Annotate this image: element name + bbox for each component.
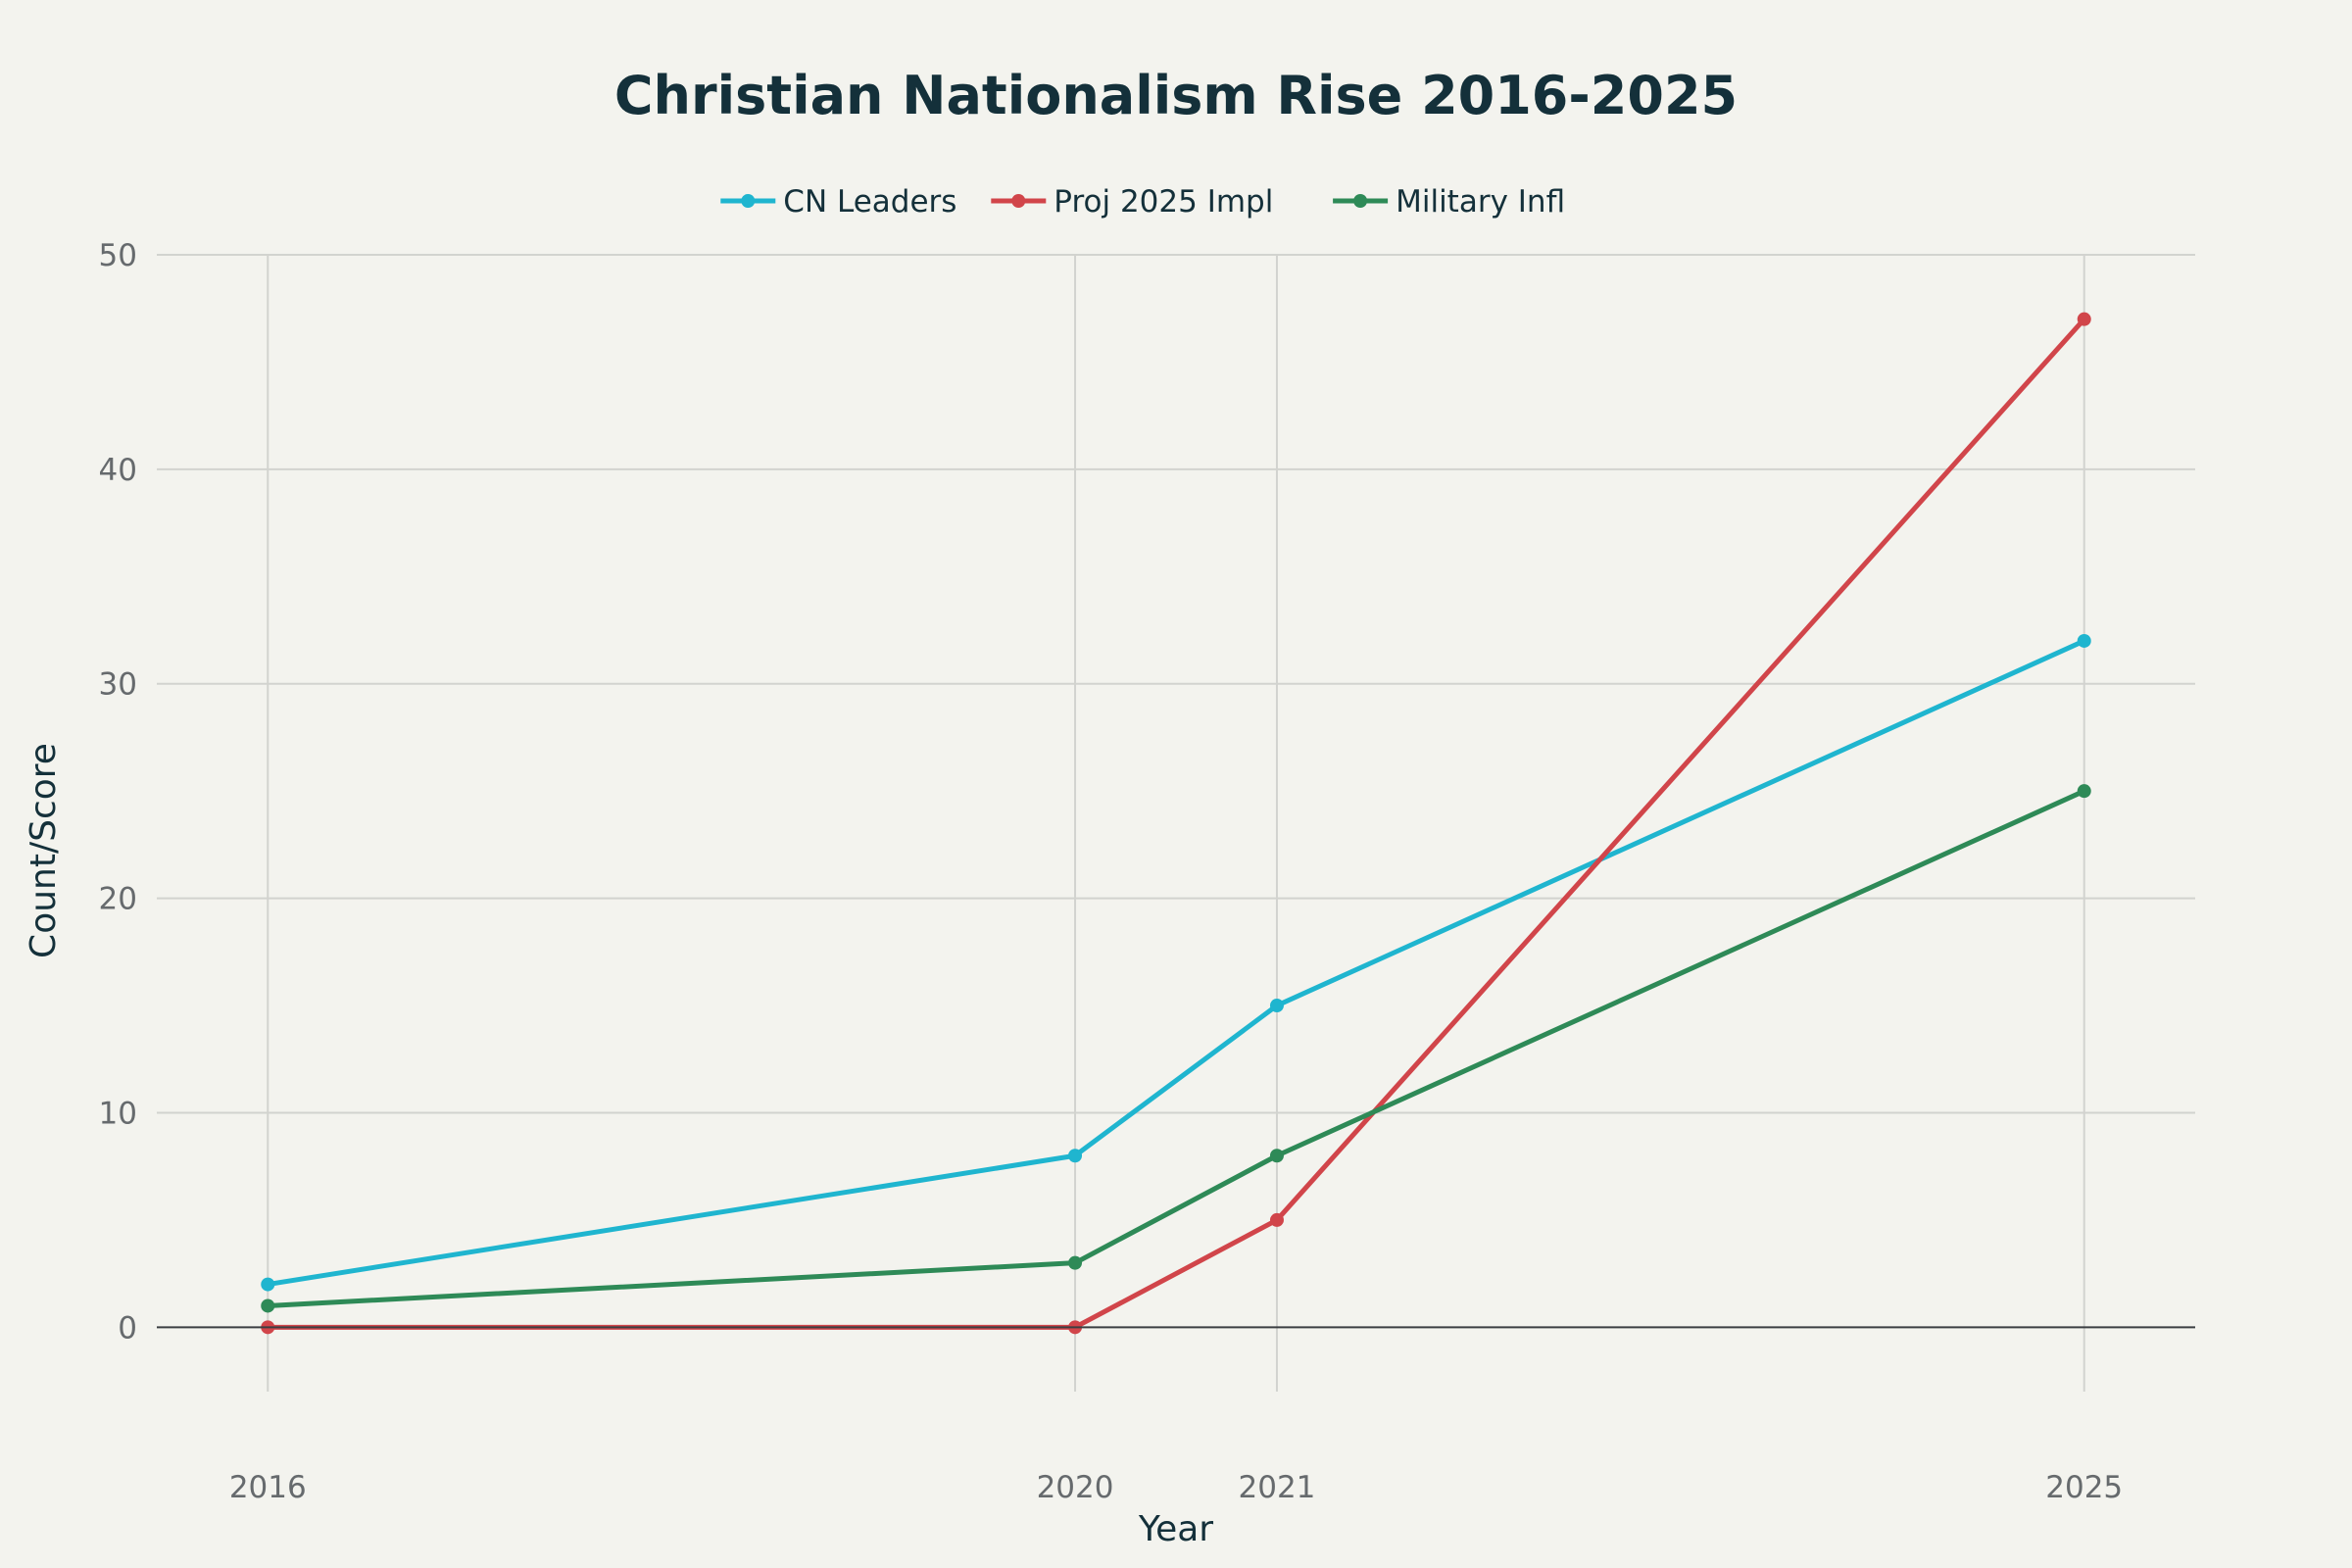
legend-marker [1011,194,1026,208]
data-point [1068,1149,1083,1163]
legend-item: Proj 2025 Impl [991,184,1273,220]
series-proj-2025-impl [261,312,2091,1335]
legend-marker [741,194,756,208]
series-line [265,317,2087,1330]
data-point [261,1298,275,1313]
series-military-infl [261,784,2091,1313]
legend-label: Proj 2025 Impl [1054,184,1273,220]
chart-title: Christian Nationalism Rise 2016-2025 [614,65,1738,126]
series-cn-leaders [261,633,2091,1292]
y-tick-label: 10 [99,1096,137,1131]
series-line [265,638,2087,1288]
data-point [1068,1255,1083,1270]
legend-item: Military Infl [1333,184,1565,220]
y-axis-title: Count/Score [24,743,64,958]
legend-marker [1353,194,1368,208]
grid [157,254,2195,1392]
data-point [261,1277,275,1292]
data-point [2077,633,2091,648]
data-point [2077,784,2091,799]
series-line [265,788,2087,1308]
legend-label: CN Leaders [783,184,956,220]
y-tick-label: 0 [118,1310,137,1346]
data-point [2077,312,2091,326]
legend: CN Leaders Proj 2025 Impl Military Infl [720,184,1565,220]
y-tick-label: 50 [99,238,137,273]
x-tick-label: 2016 [229,1470,307,1505]
legend-label: Military Infl [1396,184,1565,220]
x-tick-label: 2021 [1239,1470,1316,1505]
x-tick-label: 2020 [1037,1470,1114,1505]
data-point [1269,1149,1284,1163]
x-tick-label: 2025 [2045,1470,2123,1505]
y-tick-label: 30 [99,667,137,703]
y-tick-label: 20 [99,882,137,917]
x-axis-title: Year [1138,1509,1213,1549]
legend-item: CN Leaders [720,184,956,220]
data-point [1269,1212,1284,1227]
axes: 0 10 20 30 40 50 2016 2020 2021 2025 [99,238,2195,1505]
y-tick-label: 40 [99,453,137,488]
data-point [1269,999,1284,1013]
series-layer [261,312,2091,1335]
